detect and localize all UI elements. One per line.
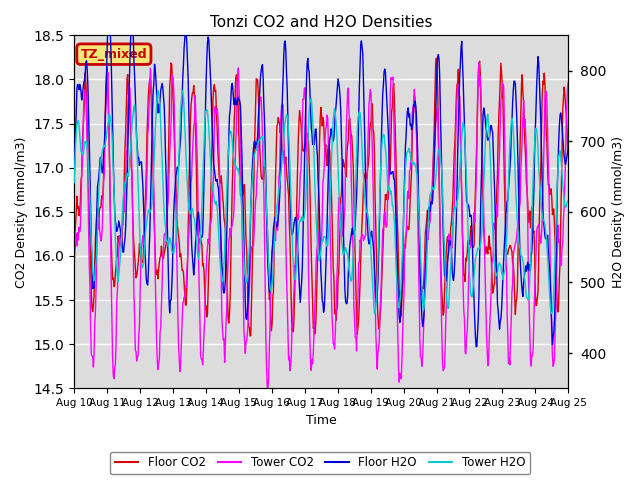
Title: Tonzi CO2 and H2O Densities: Tonzi CO2 and H2O Densities [210, 15, 433, 30]
Text: TZ_mixed: TZ_mixed [81, 48, 147, 60]
Legend: Floor CO2, Tower CO2, Floor H2O, Tower H2O: Floor CO2, Tower CO2, Floor H2O, Tower H… [110, 452, 530, 474]
X-axis label: Time: Time [306, 414, 337, 427]
Y-axis label: H2O Density (mmol/m3): H2O Density (mmol/m3) [612, 136, 625, 288]
Y-axis label: CO2 Density (mmol/m3): CO2 Density (mmol/m3) [15, 136, 28, 288]
